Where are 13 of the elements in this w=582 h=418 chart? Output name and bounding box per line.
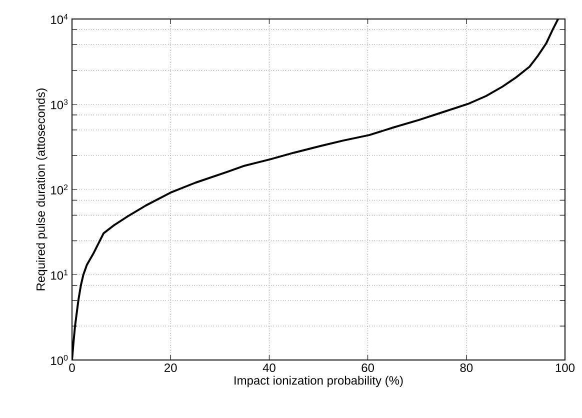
x-axis-title: Impact ionization probability (%) [234,376,403,388]
y-tick-label: 10$^{0}$ [51,354,68,366]
x-tick-label: 80 [460,364,473,372]
y-tick-label: 10$^{3}$ [51,99,68,110]
y-tick-label: 10$^{4}$ [51,14,68,24]
y-tick-label: 10$^{1}$ [51,270,68,280]
y-axis-title: Required pulse duration (attoseconds) [36,88,48,290]
x-tick-label: 20 [164,364,177,372]
x-tick-label: 100 [556,364,575,372]
y-tick-label: 10$^{2}$ [51,184,68,195]
x-tick-label: 40 [262,364,276,372]
x-tick-label: 60 [362,364,374,372]
x-tick-label: 0 [69,364,75,372]
